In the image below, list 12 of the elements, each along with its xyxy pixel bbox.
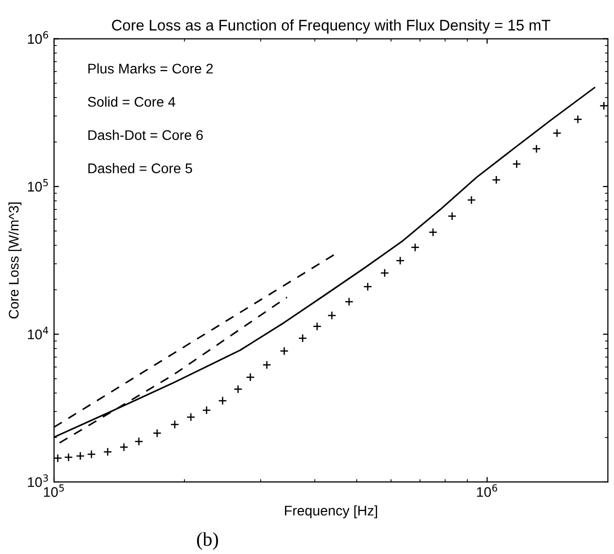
x-axis-title: Frequency [Hz] (285, 505, 378, 518)
y-axis-title: Core Loss [W/m^3] (8, 202, 22, 318)
chart-title: Core Loss as a Function of Frequency with Flux Density = 15 mT (112, 19, 550, 34)
y-tick-label: 10$^{4}$ (28, 326, 48, 340)
y-tick-label: 10$^{3}$ (28, 474, 48, 488)
annotation: Dashed = Core 5 (88, 163, 192, 174)
y-tick-label: 10$^{5}$ (28, 179, 48, 192)
text: (b) (197, 532, 218, 550)
annotation: Solid = Core 4 (88, 96, 176, 107)
annotation: Plus Marks = Core 2 (88, 63, 213, 74)
y-tick-label: 10$^{6}$ (28, 31, 48, 44)
annotation: Dash-Dot = Core 6 (88, 130, 203, 140)
